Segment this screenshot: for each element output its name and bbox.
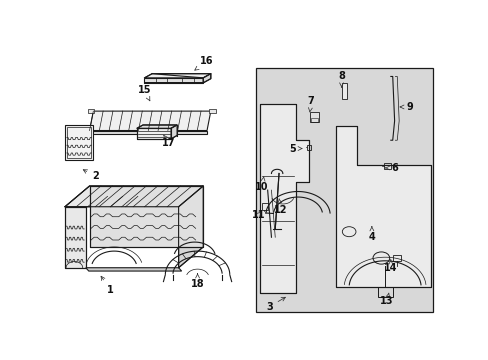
Polygon shape: [65, 125, 93, 159]
Polygon shape: [260, 104, 309, 293]
Text: 6: 6: [385, 163, 397, 173]
Polygon shape: [144, 74, 210, 78]
Text: 10: 10: [255, 177, 268, 192]
Polygon shape: [144, 78, 203, 83]
Text: 12: 12: [274, 199, 287, 215]
Text: 3: 3: [265, 297, 285, 311]
Text: 16: 16: [194, 56, 213, 70]
Text: 18: 18: [190, 274, 204, 289]
Bar: [67, 127, 91, 158]
Polygon shape: [137, 128, 171, 139]
Text: 14: 14: [383, 260, 397, 273]
Polygon shape: [89, 111, 210, 131]
Text: 11: 11: [251, 210, 264, 220]
Bar: [341, 82, 346, 99]
Bar: [383, 163, 390, 169]
Text: 2: 2: [83, 170, 99, 181]
Bar: [87, 109, 94, 113]
Bar: [306, 145, 311, 150]
Text: 7: 7: [307, 96, 314, 112]
Polygon shape: [137, 125, 177, 128]
Polygon shape: [178, 186, 203, 268]
Polygon shape: [335, 126, 430, 287]
Polygon shape: [171, 125, 177, 139]
Polygon shape: [65, 207, 85, 268]
Polygon shape: [65, 186, 203, 207]
Polygon shape: [89, 131, 206, 134]
Bar: [392, 255, 400, 261]
Text: 15: 15: [138, 85, 151, 101]
Text: 8: 8: [337, 72, 345, 87]
Bar: [262, 203, 267, 210]
Bar: [208, 109, 215, 113]
Bar: [311, 118, 317, 122]
Text: 17: 17: [162, 135, 176, 148]
Text: 9: 9: [399, 102, 412, 112]
Text: 4: 4: [368, 226, 374, 242]
Text: 1: 1: [101, 276, 114, 295]
Text: 5: 5: [288, 144, 301, 153]
Bar: [377, 287, 392, 297]
Polygon shape: [89, 186, 203, 247]
Bar: [310, 112, 318, 122]
Bar: [256, 68, 432, 312]
Text: 13: 13: [380, 293, 393, 306]
Polygon shape: [203, 74, 210, 83]
Polygon shape: [85, 268, 181, 271]
